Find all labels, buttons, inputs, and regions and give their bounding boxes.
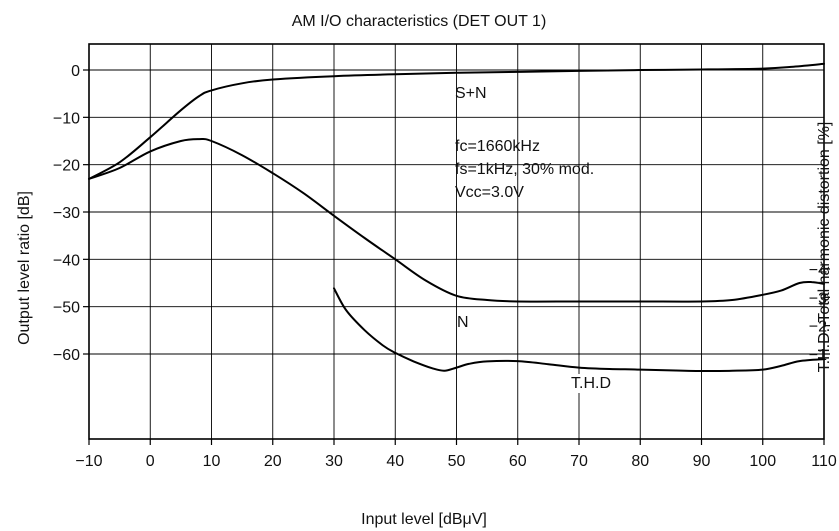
y-axis-left: 0 −10 −20 −30 −40 −50 −60 — [53, 63, 89, 364]
annotation-vcc: Vcc=3.0V — [455, 184, 524, 201]
x-axis-label: Input level [dBμV] — [361, 511, 487, 528]
x-tick-label: 60 — [509, 453, 527, 470]
x-tick-label: 30 — [325, 453, 343, 470]
x-tick-label: 110 — [811, 453, 837, 470]
y-right-tick-label: −4 — [809, 262, 827, 279]
y-tick-label: −30 — [53, 205, 80, 222]
y-tick-label: −60 — [53, 347, 80, 364]
curves: S+N N T.H.D — [88, 62, 825, 393]
x-tick-label: 100 — [749, 453, 776, 470]
x-tick-label: 40 — [386, 453, 404, 470]
y-tick-label: −40 — [53, 252, 80, 269]
curve-thd — [333, 287, 825, 372]
curve-s-plus-n — [88, 62, 825, 180]
y-tick-label: 0 — [71, 63, 80, 80]
x-tick-label: 90 — [693, 453, 711, 470]
x-tick-label: 20 — [264, 453, 282, 470]
annotation-block: fc=1660kHz fs=1kHz, 30% mod. Vcc=3.0V — [455, 138, 594, 201]
y-tick-label: −20 — [53, 158, 80, 175]
curve-n — [88, 137, 825, 303]
y-right-tick-label: −3 — [809, 290, 827, 307]
x-tick-label: 50 — [448, 453, 466, 470]
x-tick-label: 80 — [631, 453, 649, 470]
label-bg-thd — [566, 374, 623, 393]
y-axis-label-left: Output level ratio [dB] — [16, 191, 33, 345]
y-axis-label-right: T.H.D.-Total harmonic distortion [%] — [816, 122, 833, 373]
grid-lines — [89, 44, 824, 439]
series-label-s-plus-n: S+N — [455, 85, 487, 102]
x-tick-label: −10 — [75, 453, 102, 470]
x-tick-label: 10 — [203, 453, 221, 470]
x-axis: −10 0 10 20 30 40 50 60 70 80 90 100 110 — [75, 439, 837, 470]
y-right-tick-label: −2 — [809, 319, 827, 336]
chart-title: AM I/O characteristics (DET OUT 1) — [292, 13, 547, 30]
annotation-fs: fs=1kHz, 30% mod. — [455, 161, 594, 178]
y-tick-label: −10 — [53, 110, 80, 127]
annotation-fc: fc=1660kHz — [455, 138, 540, 155]
x-tick-label: 0 — [146, 453, 155, 470]
series-label-n: N — [457, 314, 469, 331]
y-tick-label: −50 — [53, 300, 80, 317]
x-tick-label: 70 — [570, 453, 588, 470]
series-label-thd: T.H.D — [571, 375, 611, 392]
